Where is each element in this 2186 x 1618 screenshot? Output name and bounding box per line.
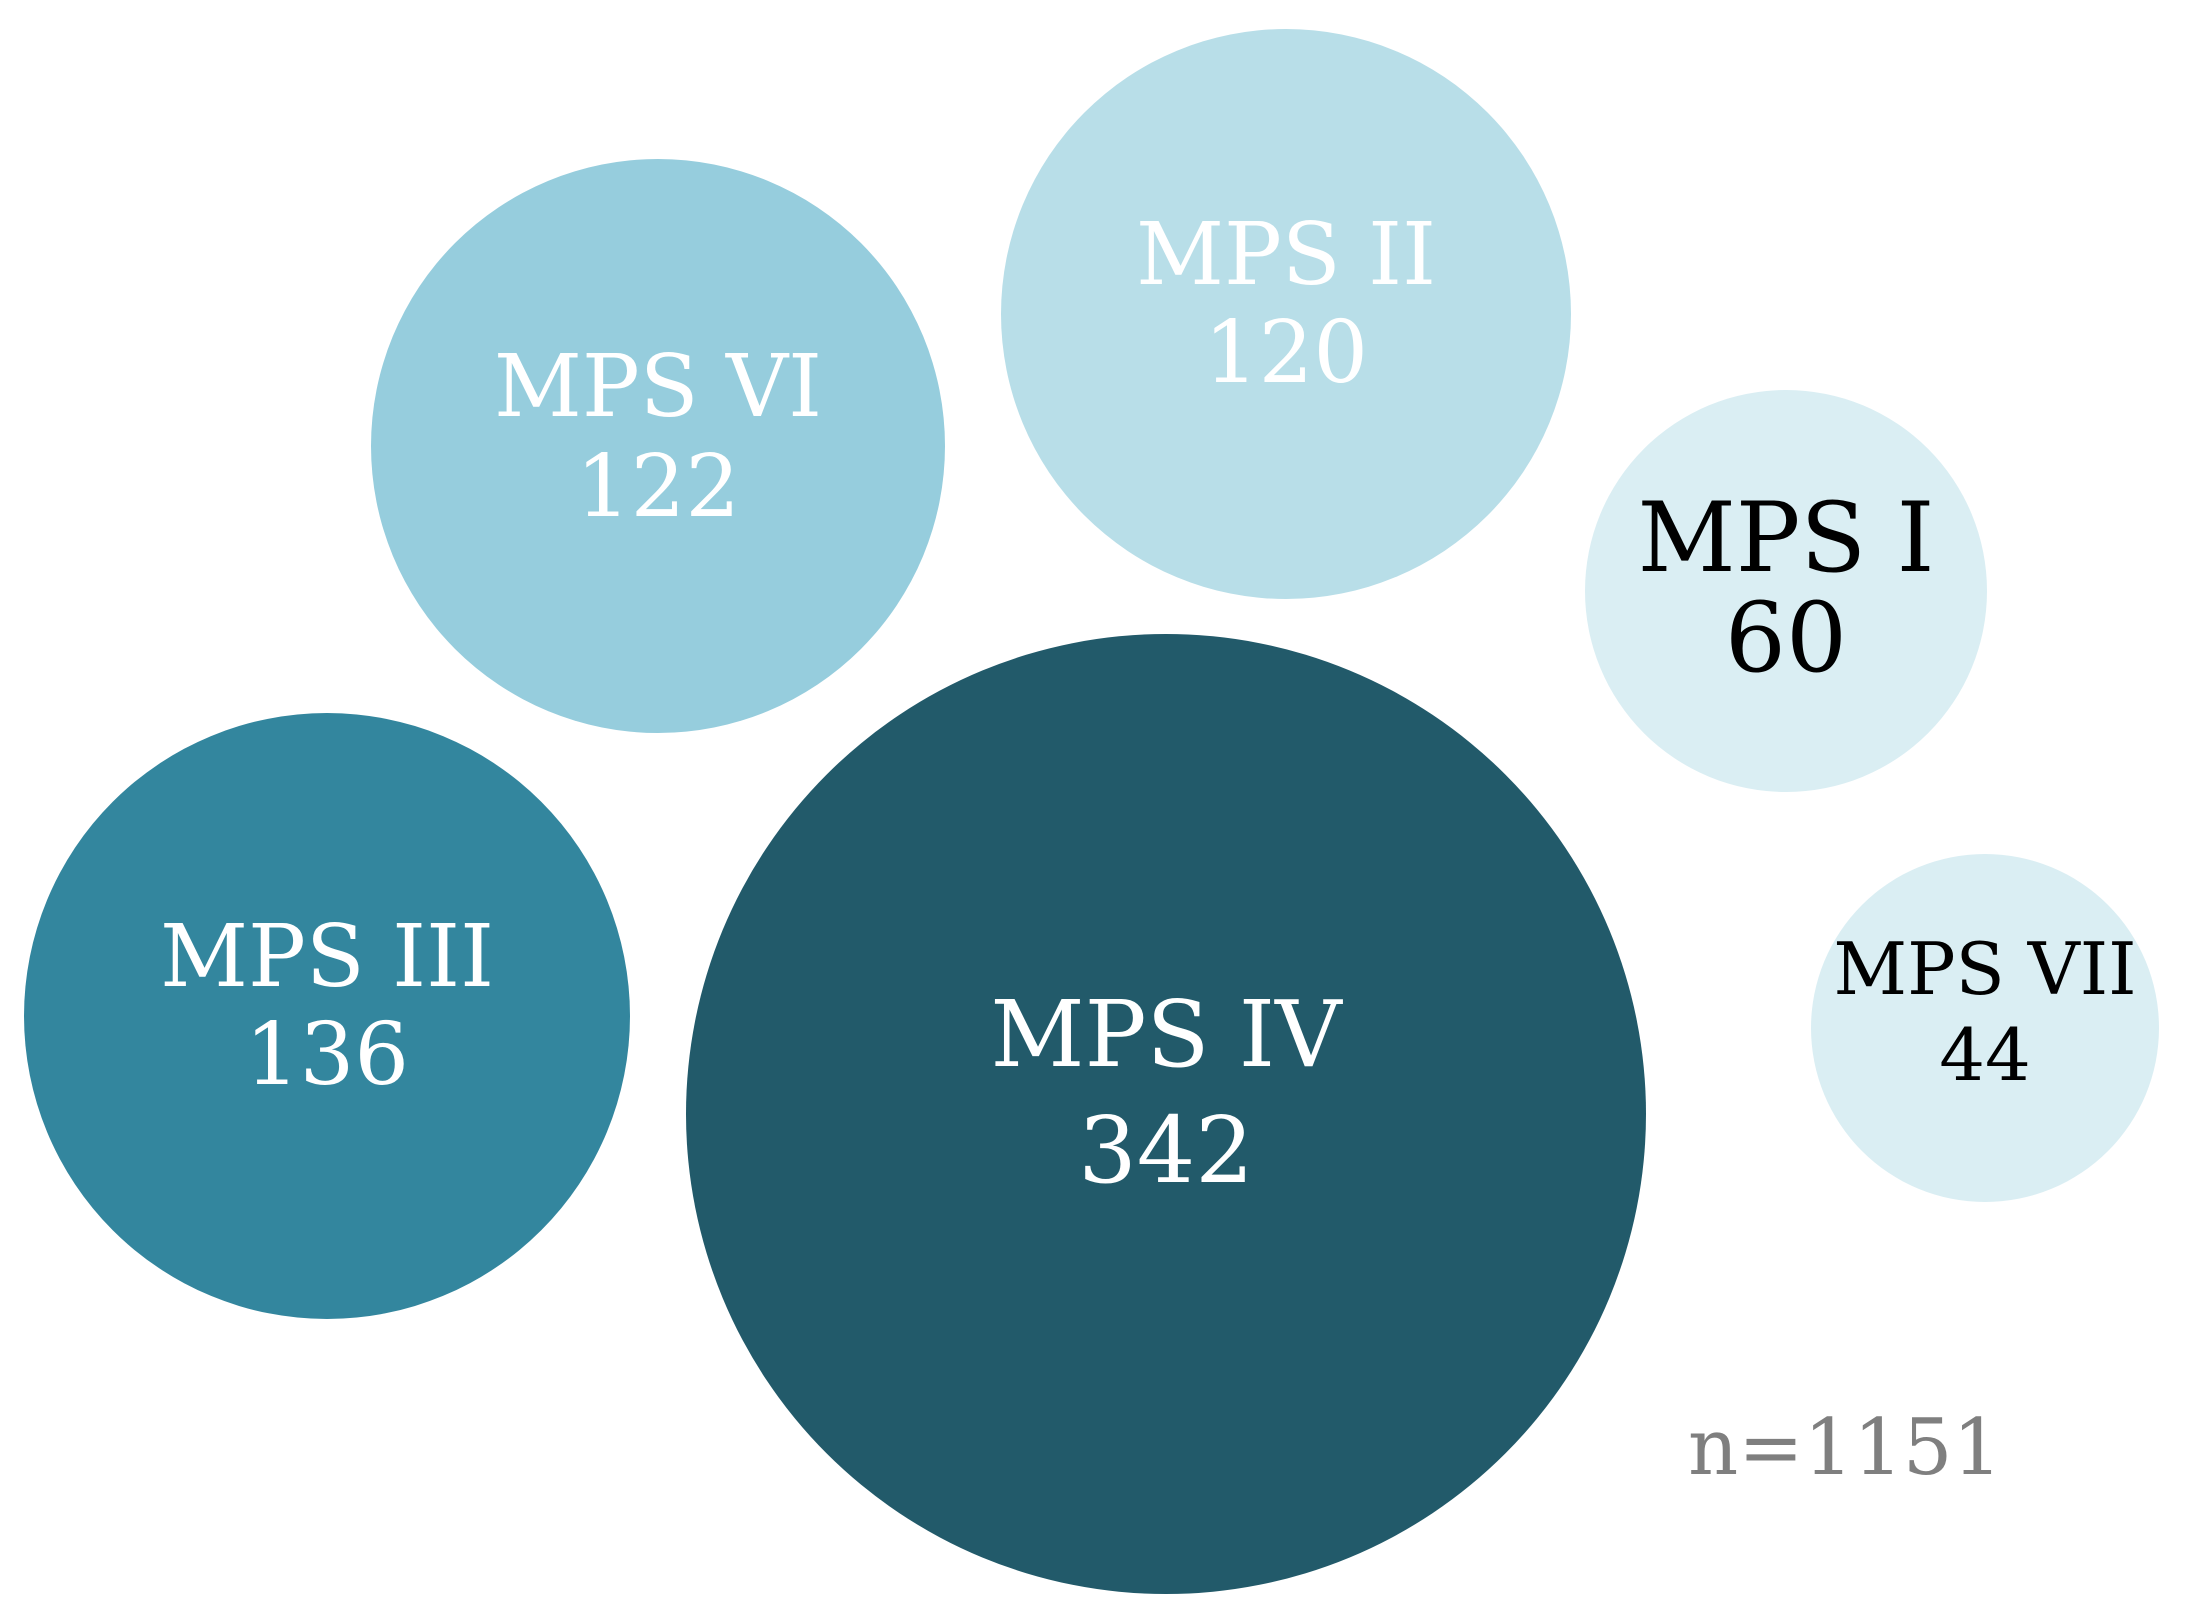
bubble-label-mps-i: MPS I: [1637, 482, 1934, 594]
bubble-label-mps-vi: MPS VI: [494, 337, 822, 437]
bubble-value-mps-ii: 120: [1204, 303, 1368, 403]
bubble-value-mps-vii: 44: [1939, 1013, 2031, 1097]
bubble-mps-vii: [1811, 854, 2159, 1202]
bubble-mps-vi: [371, 159, 945, 733]
bubble-label-mps-vii: MPS VII: [1833, 927, 2136, 1011]
bubble-value-mps-i: 60: [1725, 582, 1847, 694]
bubble-mps-ii: [1001, 29, 1571, 599]
bubble-label-mps-iv: MPS IV: [990, 981, 1343, 1088]
bubble-value-mps-vi: 122: [576, 437, 740, 537]
bubble-label-mps-ii: MPS II: [1136, 205, 1436, 305]
bubble-mps-iv: [686, 634, 1646, 1594]
bubble-mps-iii: [24, 713, 630, 1319]
bubble-label-mps-iii: MPS III: [160, 907, 494, 1007]
bubble-value-mps-iii: 136: [245, 1005, 409, 1105]
bubble-value-mps-iv: 342: [1078, 1097, 1254, 1204]
bubble-mps-i: [1585, 390, 1987, 792]
total-count-label: n=1151: [1688, 1403, 2002, 1493]
